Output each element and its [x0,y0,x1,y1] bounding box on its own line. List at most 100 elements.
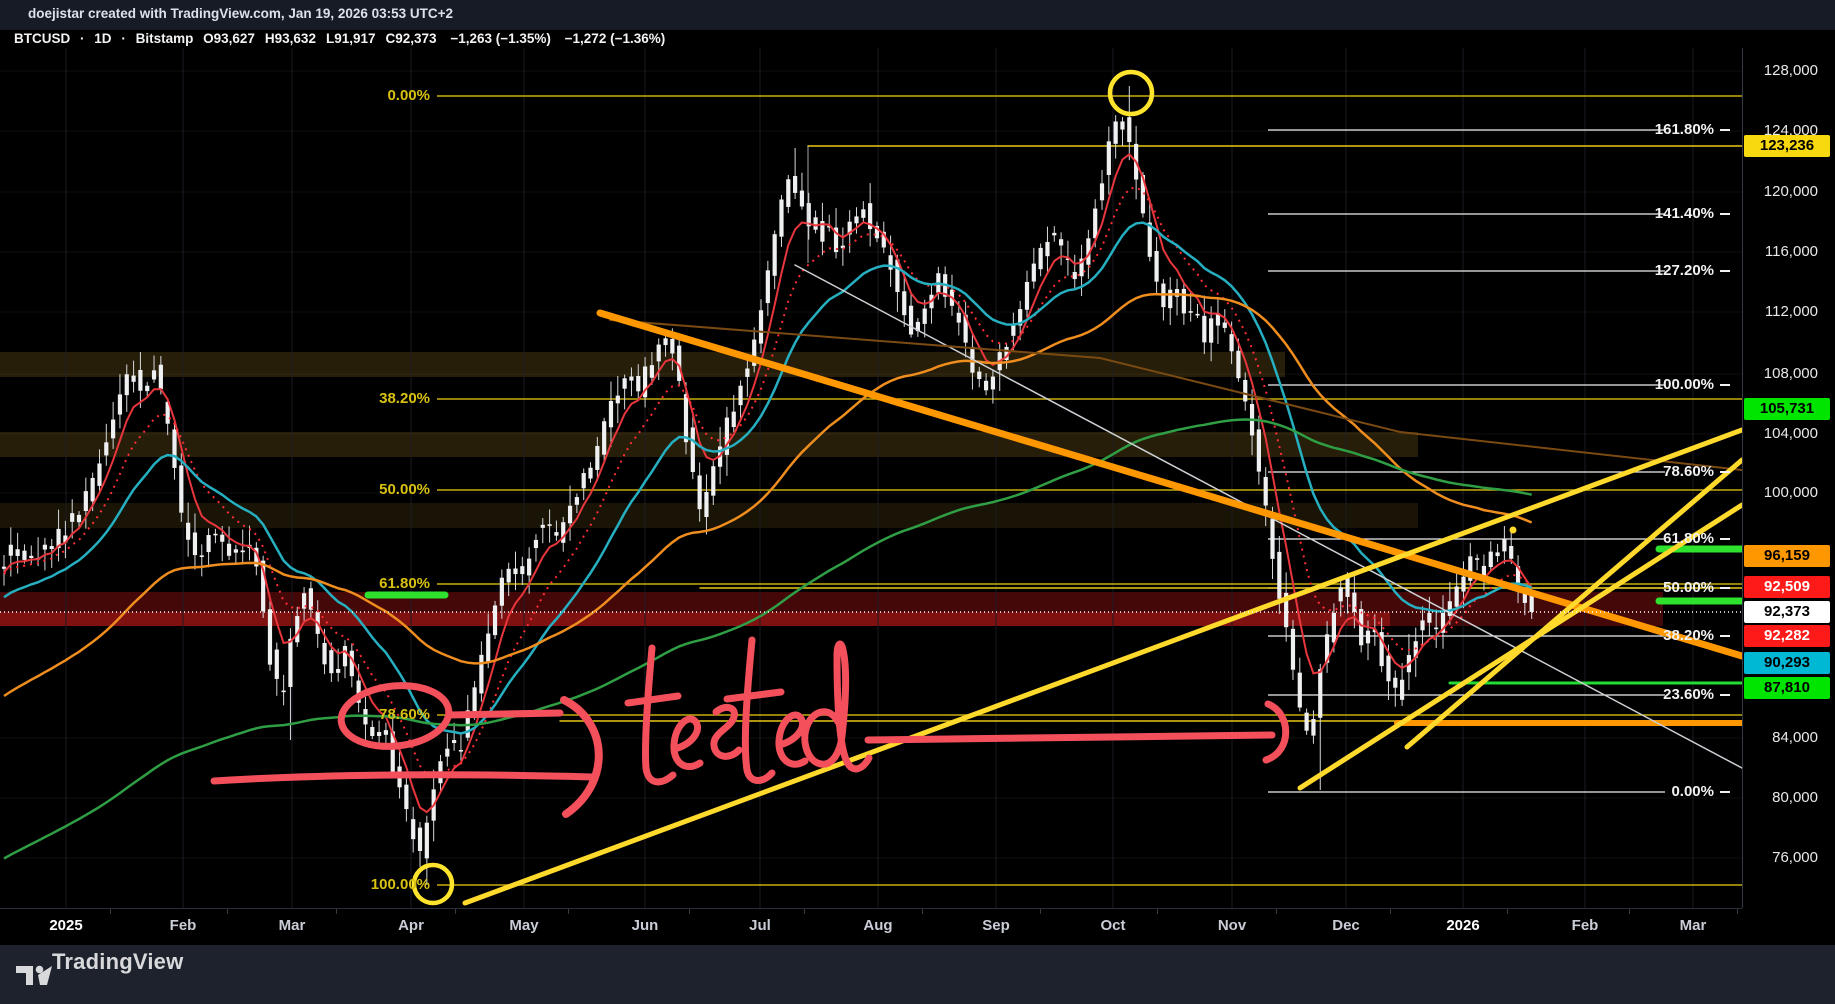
candle-body [1522,592,1527,603]
candle-body [854,216,859,224]
candle-body [1461,576,1466,592]
fib-right-label: 127.20% [1610,262,1730,280]
time-axis-label[interactable]: Jun [631,917,659,934]
candle-body [506,568,511,583]
shaded-zone [0,432,1418,457]
candle-body [1400,679,1405,700]
fib-right-label: 50.00% [1610,579,1730,597]
separator: · [80,31,85,46]
chart-canvas[interactable]: tested [0,48,1742,945]
annotation-stroke [864,731,1276,744]
candle-body [274,649,279,679]
time-axis-label[interactable]: Oct [1100,917,1126,934]
candle-body [349,650,354,677]
symbol-ohlc-bar[interactable]: BTCUSD · 1D · Bitstamp O93,627 H93,632 L91… [0,30,1835,48]
candle-body [629,376,634,381]
candle-body [1372,629,1377,633]
candle-body [1099,183,1105,201]
candle-body [70,513,75,522]
candle-body [1011,325,1016,336]
time-axis-label[interactable]: 2026 [1446,917,1480,934]
chart-plot-area[interactable]: tested [0,48,1742,945]
yellow-highlight-circle[interactable] [411,862,455,906]
time-axis-tick [336,909,337,914]
price-badge: 105,731 [1744,398,1830,420]
candle-body [240,550,245,553]
candle-body [758,310,764,344]
price-badge: 87,810 [1744,677,1830,699]
fib-right-label: 141.40% [1610,205,1730,223]
candle-body [1243,379,1248,402]
candle-body [1154,250,1159,282]
yellow-uptrend-steep2[interactable] [1404,457,1742,750]
candle-body [820,221,825,242]
yellow-uptrend-long[interactable] [462,427,1742,906]
candle-body [1304,712,1309,731]
candle-body [267,609,273,665]
time-axis-label[interactable]: Dec [1332,917,1360,934]
candle-body [888,255,893,270]
time-axis-label[interactable]: May [509,917,539,934]
time-axis-label[interactable]: Aug [863,917,893,934]
time-axis-tick [689,909,690,914]
candle-body [677,345,682,381]
candle-body [1290,628,1296,670]
candle-body [1140,175,1146,214]
interval-label[interactable]: 1D [94,31,112,46]
candle-body [342,646,348,667]
candle-body [124,374,129,396]
symbol-name[interactable]: BTCUSD [14,31,71,46]
price-axis[interactable]: 128,000 124,000 120,000 116,000 112,000 108,0… [1742,48,1835,908]
candle-body [547,524,552,526]
candle-body [663,338,668,346]
credit-bar: doejistar created with TradingView.com, … [0,0,1835,30]
candle-body [540,524,545,528]
time-axis-label[interactable]: Mar [278,917,306,934]
ma-mid-cyan [3,221,1533,735]
candle-body [1059,239,1064,246]
candle-body [513,568,518,575]
ohlc-field: H93,632 [264,31,316,46]
drawing-handle-dot[interactable] [1509,526,1517,534]
candle-body [963,314,968,343]
candle-body [840,245,845,249]
credit-text: doejistar created with TradingView.com, … [28,6,454,21]
candle-body [793,176,798,193]
price-axis-label: 76,000 [1772,849,1818,866]
candle-body [1311,719,1316,736]
yellow-highlight-circle[interactable] [1107,69,1155,117]
time-axis-label[interactable]: Sep [982,917,1010,934]
time-axis[interactable]: 2025 Feb Mar Apr May Jun Jul Aug Sep Oct Nov Dec 202… [0,908,1742,946]
price-badge: 123,236 [1744,135,1830,157]
time-axis-label[interactable]: Mar [1679,917,1707,934]
candle-body [165,401,170,424]
tested-annotation[interactable]: tested [210,636,1290,818]
time-axis-label[interactable]: Feb [1571,917,1599,934]
time-axis-tick [110,909,111,914]
candle-body [1086,238,1091,265]
footer-bar: TradingView [0,945,1835,1004]
candle-body [1352,592,1357,612]
candle-body [1229,334,1234,352]
time-axis-label[interactable]: Feb [169,917,197,934]
candle-body [117,394,123,415]
time-axis-tick [1157,909,1158,914]
orange-descending-line[interactable] [596,309,1742,660]
tradingview-logo-text: TradingView [52,949,184,974]
fib-label-dash [1720,587,1730,590]
candle-body [956,312,961,323]
candle-body [1488,551,1493,568]
time-axis-label[interactable]: Apr [398,917,424,934]
candle-body [226,543,232,556]
candle-body [670,338,675,354]
annotation-stroke [560,696,603,818]
candle-body [983,380,989,391]
time-axis-label[interactable]: 2025 [49,917,83,934]
time-axis-label[interactable]: Nov [1217,917,1247,934]
candle-body [404,784,409,810]
time-axis-tick [1040,909,1041,914]
candle-body [390,731,395,773]
brown-descending-line[interactable] [609,319,1742,471]
time-axis-label[interactable]: Jul [749,917,771,934]
